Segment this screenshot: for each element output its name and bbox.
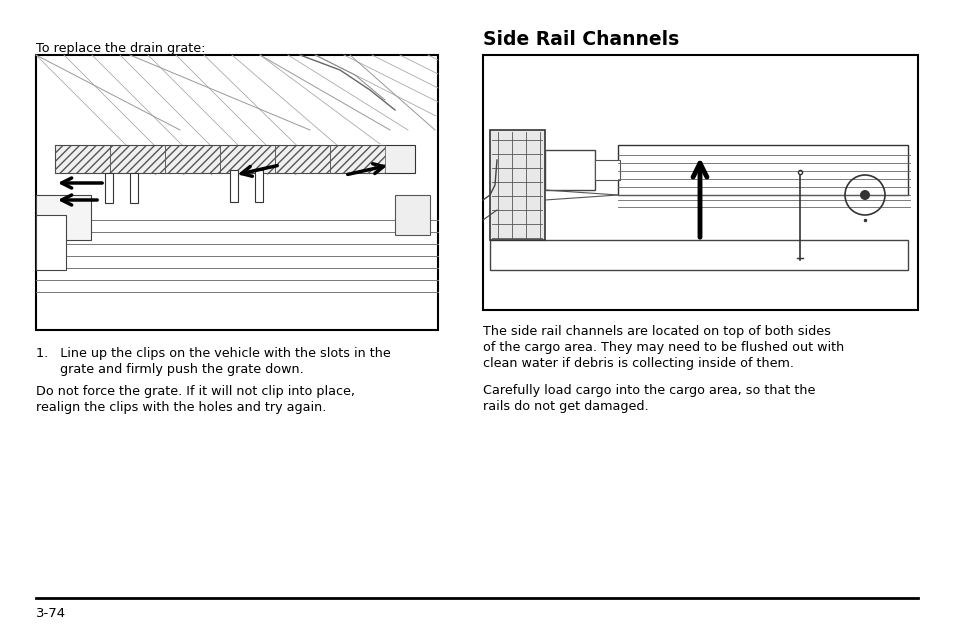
Bar — [330, 145, 385, 173]
Bar — [490, 240, 907, 270]
Text: realign the clips with the holes and try again.: realign the clips with the holes and try… — [36, 401, 326, 414]
Bar — [36, 55, 437, 330]
Bar — [490, 130, 544, 240]
Bar — [544, 150, 595, 190]
Text: grate and firmly push the grate down.: grate and firmly push the grate down. — [36, 363, 303, 376]
Bar — [220, 145, 274, 173]
Bar — [130, 173, 138, 203]
Text: Carefully load cargo into the cargo area, so that the: Carefully load cargo into the cargo area… — [482, 384, 815, 397]
Bar — [36, 195, 91, 240]
Bar — [55, 145, 415, 173]
Text: clean water if debris is collecting inside of them.: clean water if debris is collecting insi… — [482, 357, 793, 370]
Text: 3-74: 3-74 — [36, 607, 66, 620]
Text: Side Rail Channels: Side Rail Channels — [482, 30, 679, 49]
Bar — [482, 55, 917, 310]
Text: rails do not get damaged.: rails do not get damaged. — [482, 400, 648, 413]
Bar — [36, 215, 66, 270]
Text: The side rail channels are located on top of both sides: The side rail channels are located on to… — [482, 325, 830, 338]
Bar — [55, 145, 110, 173]
Bar — [230, 170, 237, 202]
Bar — [395, 195, 430, 235]
Bar — [110, 145, 165, 173]
Bar — [165, 145, 220, 173]
Bar — [105, 173, 112, 203]
Bar — [618, 145, 907, 195]
Bar — [595, 160, 619, 180]
Bar — [274, 145, 330, 173]
Circle shape — [859, 190, 869, 200]
Text: Do not force the grate. If it will not clip into place,: Do not force the grate. If it will not c… — [36, 385, 355, 398]
Text: To replace the drain grate:: To replace the drain grate: — [36, 42, 205, 55]
Bar — [254, 170, 263, 202]
Text: of the cargo area. They may need to be flushed out with: of the cargo area. They may need to be f… — [482, 341, 843, 354]
Text: 1.   Line up the clips on the vehicle with the slots in the: 1. Line up the clips on the vehicle with… — [36, 347, 391, 360]
